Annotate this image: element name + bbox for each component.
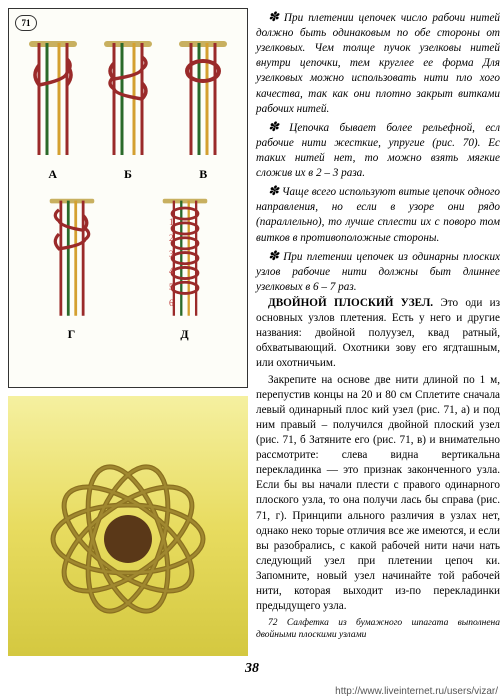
para-4: ✽ При плетении цепочек из одинарны плоск… bbox=[256, 247, 500, 295]
knot-c-label: В bbox=[199, 167, 207, 182]
row-num-3: 3 bbox=[169, 246, 174, 262]
knot-c: В bbox=[173, 35, 233, 185]
para-2: ✽ Цепочка бывает более рельефной, есл ра… bbox=[256, 118, 500, 181]
photo-figure-72 bbox=[8, 396, 248, 656]
knot-e-svg bbox=[157, 195, 213, 325]
knot-b: Б bbox=[98, 35, 158, 185]
ornament-icon: ✽ bbox=[268, 248, 279, 263]
para-2-text: Цепочка бывает более рельефной, есл рабо… bbox=[256, 122, 500, 179]
caption-72: 72 Салфетка из бумажного шпагата выполне… bbox=[256, 618, 500, 641]
knot-a-label: А bbox=[48, 167, 57, 182]
diagram-figure-71: 71 А bbox=[8, 8, 248, 388]
para-4-text: При плетении цепочек из одинарны плоских… bbox=[256, 251, 500, 293]
para-6: Закрепите на основе две нити длиной по 1… bbox=[256, 373, 500, 615]
row-number-labels: 1 2 3 4 5 6 bbox=[169, 214, 174, 311]
knot-a-svg bbox=[25, 35, 81, 165]
row-num-5: 5 bbox=[169, 279, 174, 295]
row-num-2: 2 bbox=[169, 230, 174, 246]
knot-b-svg bbox=[100, 35, 156, 165]
footer-url: http://www.liveinternet.ru/users/vizar/ bbox=[335, 686, 498, 697]
ornament-icon: ✽ bbox=[268, 119, 279, 134]
para-3: ✽ Чаще всего используют витые цепочк одн… bbox=[256, 182, 500, 245]
knot-d: Г bbox=[42, 195, 102, 355]
para-5: ДВОЙНОЙ ПЛОСКИЙ УЗЕЛ. Это оди из основны… bbox=[256, 296, 500, 372]
page-number: 38 bbox=[0, 661, 504, 677]
para-1-text: При плетении цепочек число рабочи нитей … bbox=[256, 12, 500, 115]
figure-number: 71 bbox=[15, 15, 37, 31]
row-num-4: 4 bbox=[169, 263, 174, 279]
knots-row-top: А Б bbox=[15, 35, 241, 185]
knot-e-label: Д bbox=[180, 327, 188, 342]
knot-c-svg bbox=[175, 35, 231, 165]
knot-e: Д bbox=[155, 195, 215, 355]
page: 71 А bbox=[0, 0, 504, 699]
para-3-text: Чаще всего используют витые цепочк одног… bbox=[256, 186, 500, 243]
ornament-icon: ✽ bbox=[268, 183, 279, 198]
para-1: ✽ При плетении цепочек число рабочи ните… bbox=[256, 8, 500, 117]
row-num-1: 1 bbox=[169, 214, 174, 230]
text-column: ✽ При плетении цепочек число рабочи ните… bbox=[256, 8, 500, 642]
knot-b-label: Б bbox=[124, 167, 132, 182]
left-column: 71 А bbox=[8, 8, 248, 656]
ornament-icon: ✽ bbox=[268, 9, 279, 24]
knots-row-bottom: Г Д bbox=[15, 195, 241, 355]
heading-double-flat-knot: ДВОЙНОЙ ПЛОСКИЙ УЗЕЛ. bbox=[268, 297, 433, 309]
row-num-6: 6 bbox=[169, 295, 174, 311]
knot-d-svg bbox=[44, 195, 100, 325]
knot-d-label: Г bbox=[68, 327, 76, 342]
rope-flower-svg bbox=[28, 439, 228, 639]
knot-a: А bbox=[23, 35, 83, 185]
